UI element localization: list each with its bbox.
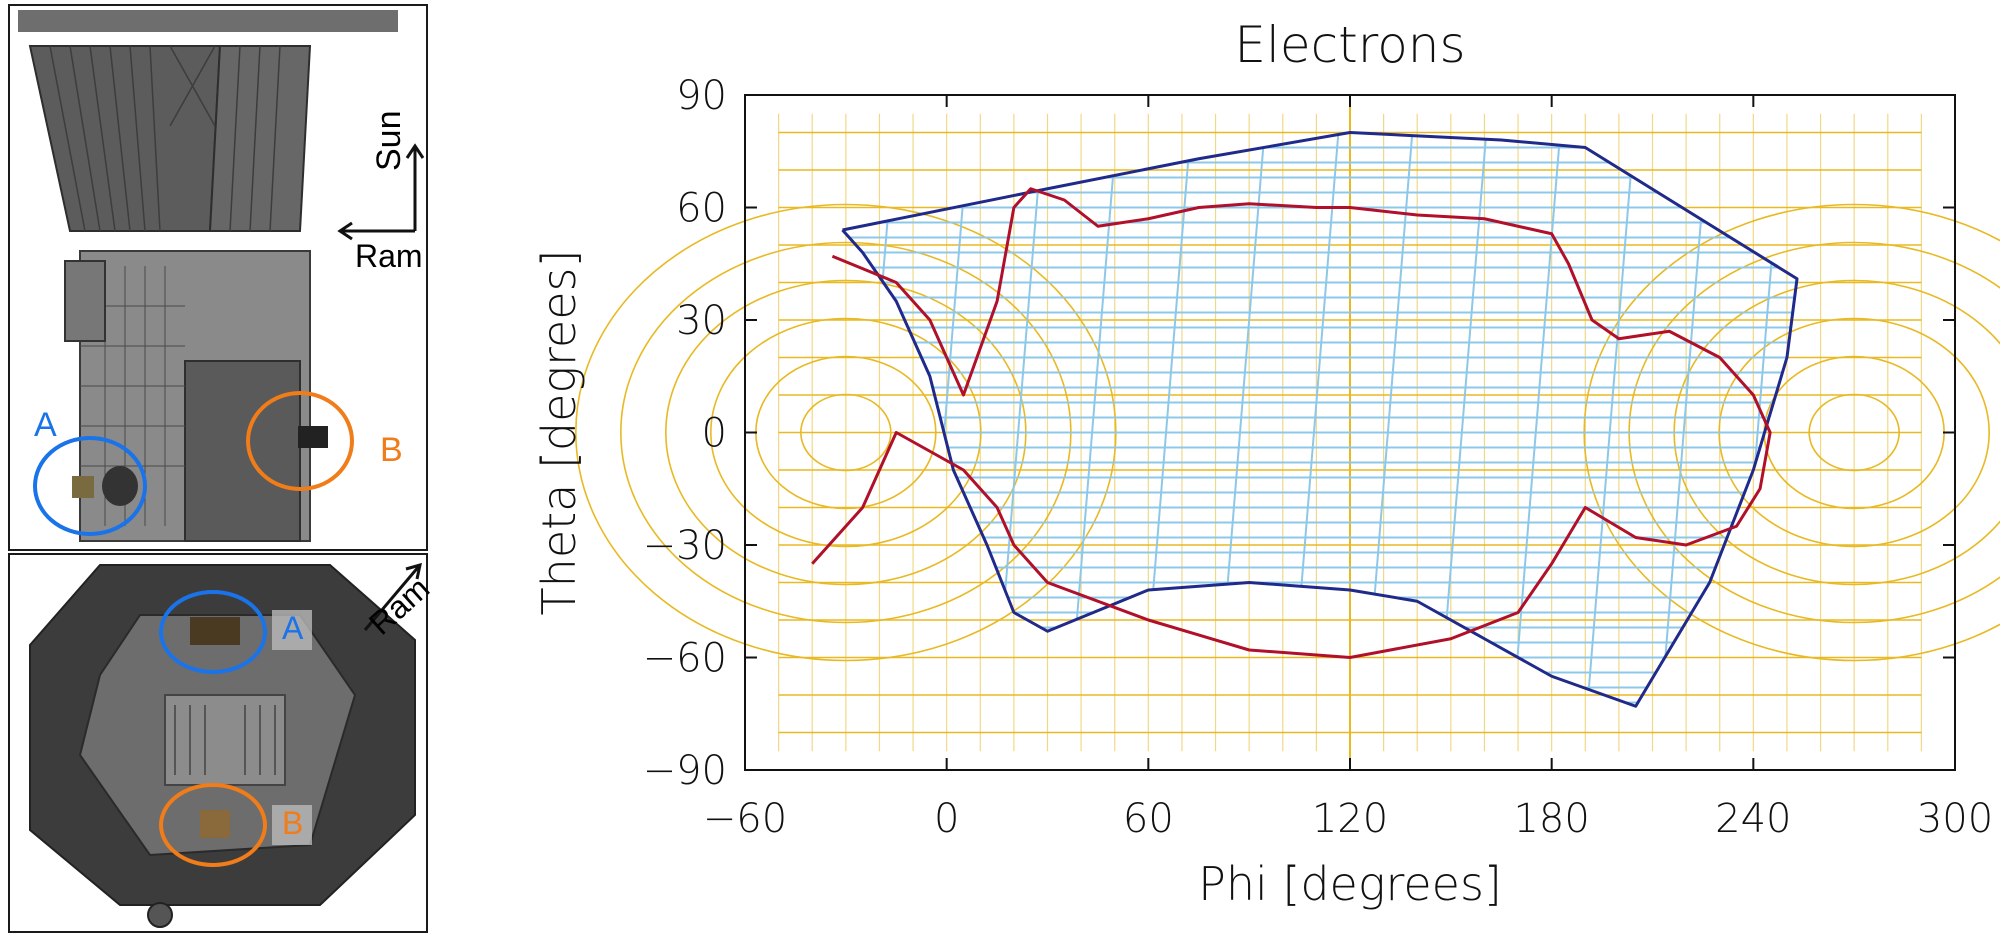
y-tick-label: 0 <box>702 411 727 457</box>
x-axis-label: Phi [degrees] <box>1198 857 1502 911</box>
array-panel-lines <box>49 45 281 232</box>
spacecraft-top-view: Ram A B <box>8 553 436 933</box>
y-tick-label: 60 <box>676 186 727 232</box>
grid-curve <box>800 393 892 472</box>
chart-title: Electrons <box>1234 16 1465 74</box>
x-tick-label: 120 <box>1312 796 1388 842</box>
x-tick-label: 180 <box>1513 796 1589 842</box>
ram-arrow-top <box>363 562 422 631</box>
circle-a <box>33 436 147 536</box>
heat-shield-bar <box>18 10 398 32</box>
y-tick-label: −90 <box>643 748 727 794</box>
label-a-box <box>272 610 312 650</box>
solar-array-left <box>28 45 222 232</box>
spacecraft-side-illustration <box>18 10 425 542</box>
label-b: B <box>380 431 403 469</box>
label-b-box <box>272 805 312 845</box>
x-tick-label: −60 <box>703 796 787 842</box>
y-axis-label: Theta [degrees] <box>532 250 586 616</box>
y-tick-label: 90 <box>676 73 727 119</box>
x-tick-label: 0 <box>934 796 959 842</box>
y-tick-label: 30 <box>676 298 727 344</box>
circle-b <box>246 391 354 491</box>
x-tick-label: 300 <box>1917 796 1993 842</box>
series-field-of-view-outline <box>841 131 1799 708</box>
sensor-b-hardware <box>298 426 328 448</box>
y-tick-label: −60 <box>643 636 727 682</box>
sun-direction-label: Sun <box>370 110 408 172</box>
solar-array-right <box>208 45 312 232</box>
sensor-a-hardware <box>102 466 138 506</box>
y-tick-label: −30 <box>643 523 727 569</box>
spacecraft-side-view: Sun Ram A B <box>8 4 428 551</box>
series-obstruction-boundary <box>811 187 1772 659</box>
sensor-a-top <box>190 617 240 645</box>
direction-arrows <box>337 143 425 241</box>
label-a-top: A <box>282 610 304 646</box>
fov-vline <box>1510 132 1563 707</box>
wheel <box>147 902 173 928</box>
fov-vline <box>1584 132 1637 707</box>
label-a: A <box>34 406 57 444</box>
central-deck <box>164 694 286 786</box>
deck-lines <box>174 705 276 775</box>
grid-curve <box>1808 393 1900 472</box>
sensor-b-top <box>200 810 230 838</box>
x-tick-label: 60 <box>1123 796 1174 842</box>
label-b-top: B <box>282 805 304 841</box>
series-layer <box>811 131 1799 708</box>
circle-b-top <box>159 783 267 867</box>
electrons-chart: Electrons −60 0 60 120 180 240 3009060300−30−6… <box>532 16 2000 911</box>
bus-panel <box>184 360 301 542</box>
x-tick-label: 240 <box>1715 796 1791 842</box>
ram-direction-label: Ram <box>355 238 423 274</box>
side-instrument <box>64 260 106 342</box>
spacecraft-top-illustration <box>29 562 422 928</box>
sensor-a-box <box>72 476 94 498</box>
circle-a-top <box>159 590 267 674</box>
